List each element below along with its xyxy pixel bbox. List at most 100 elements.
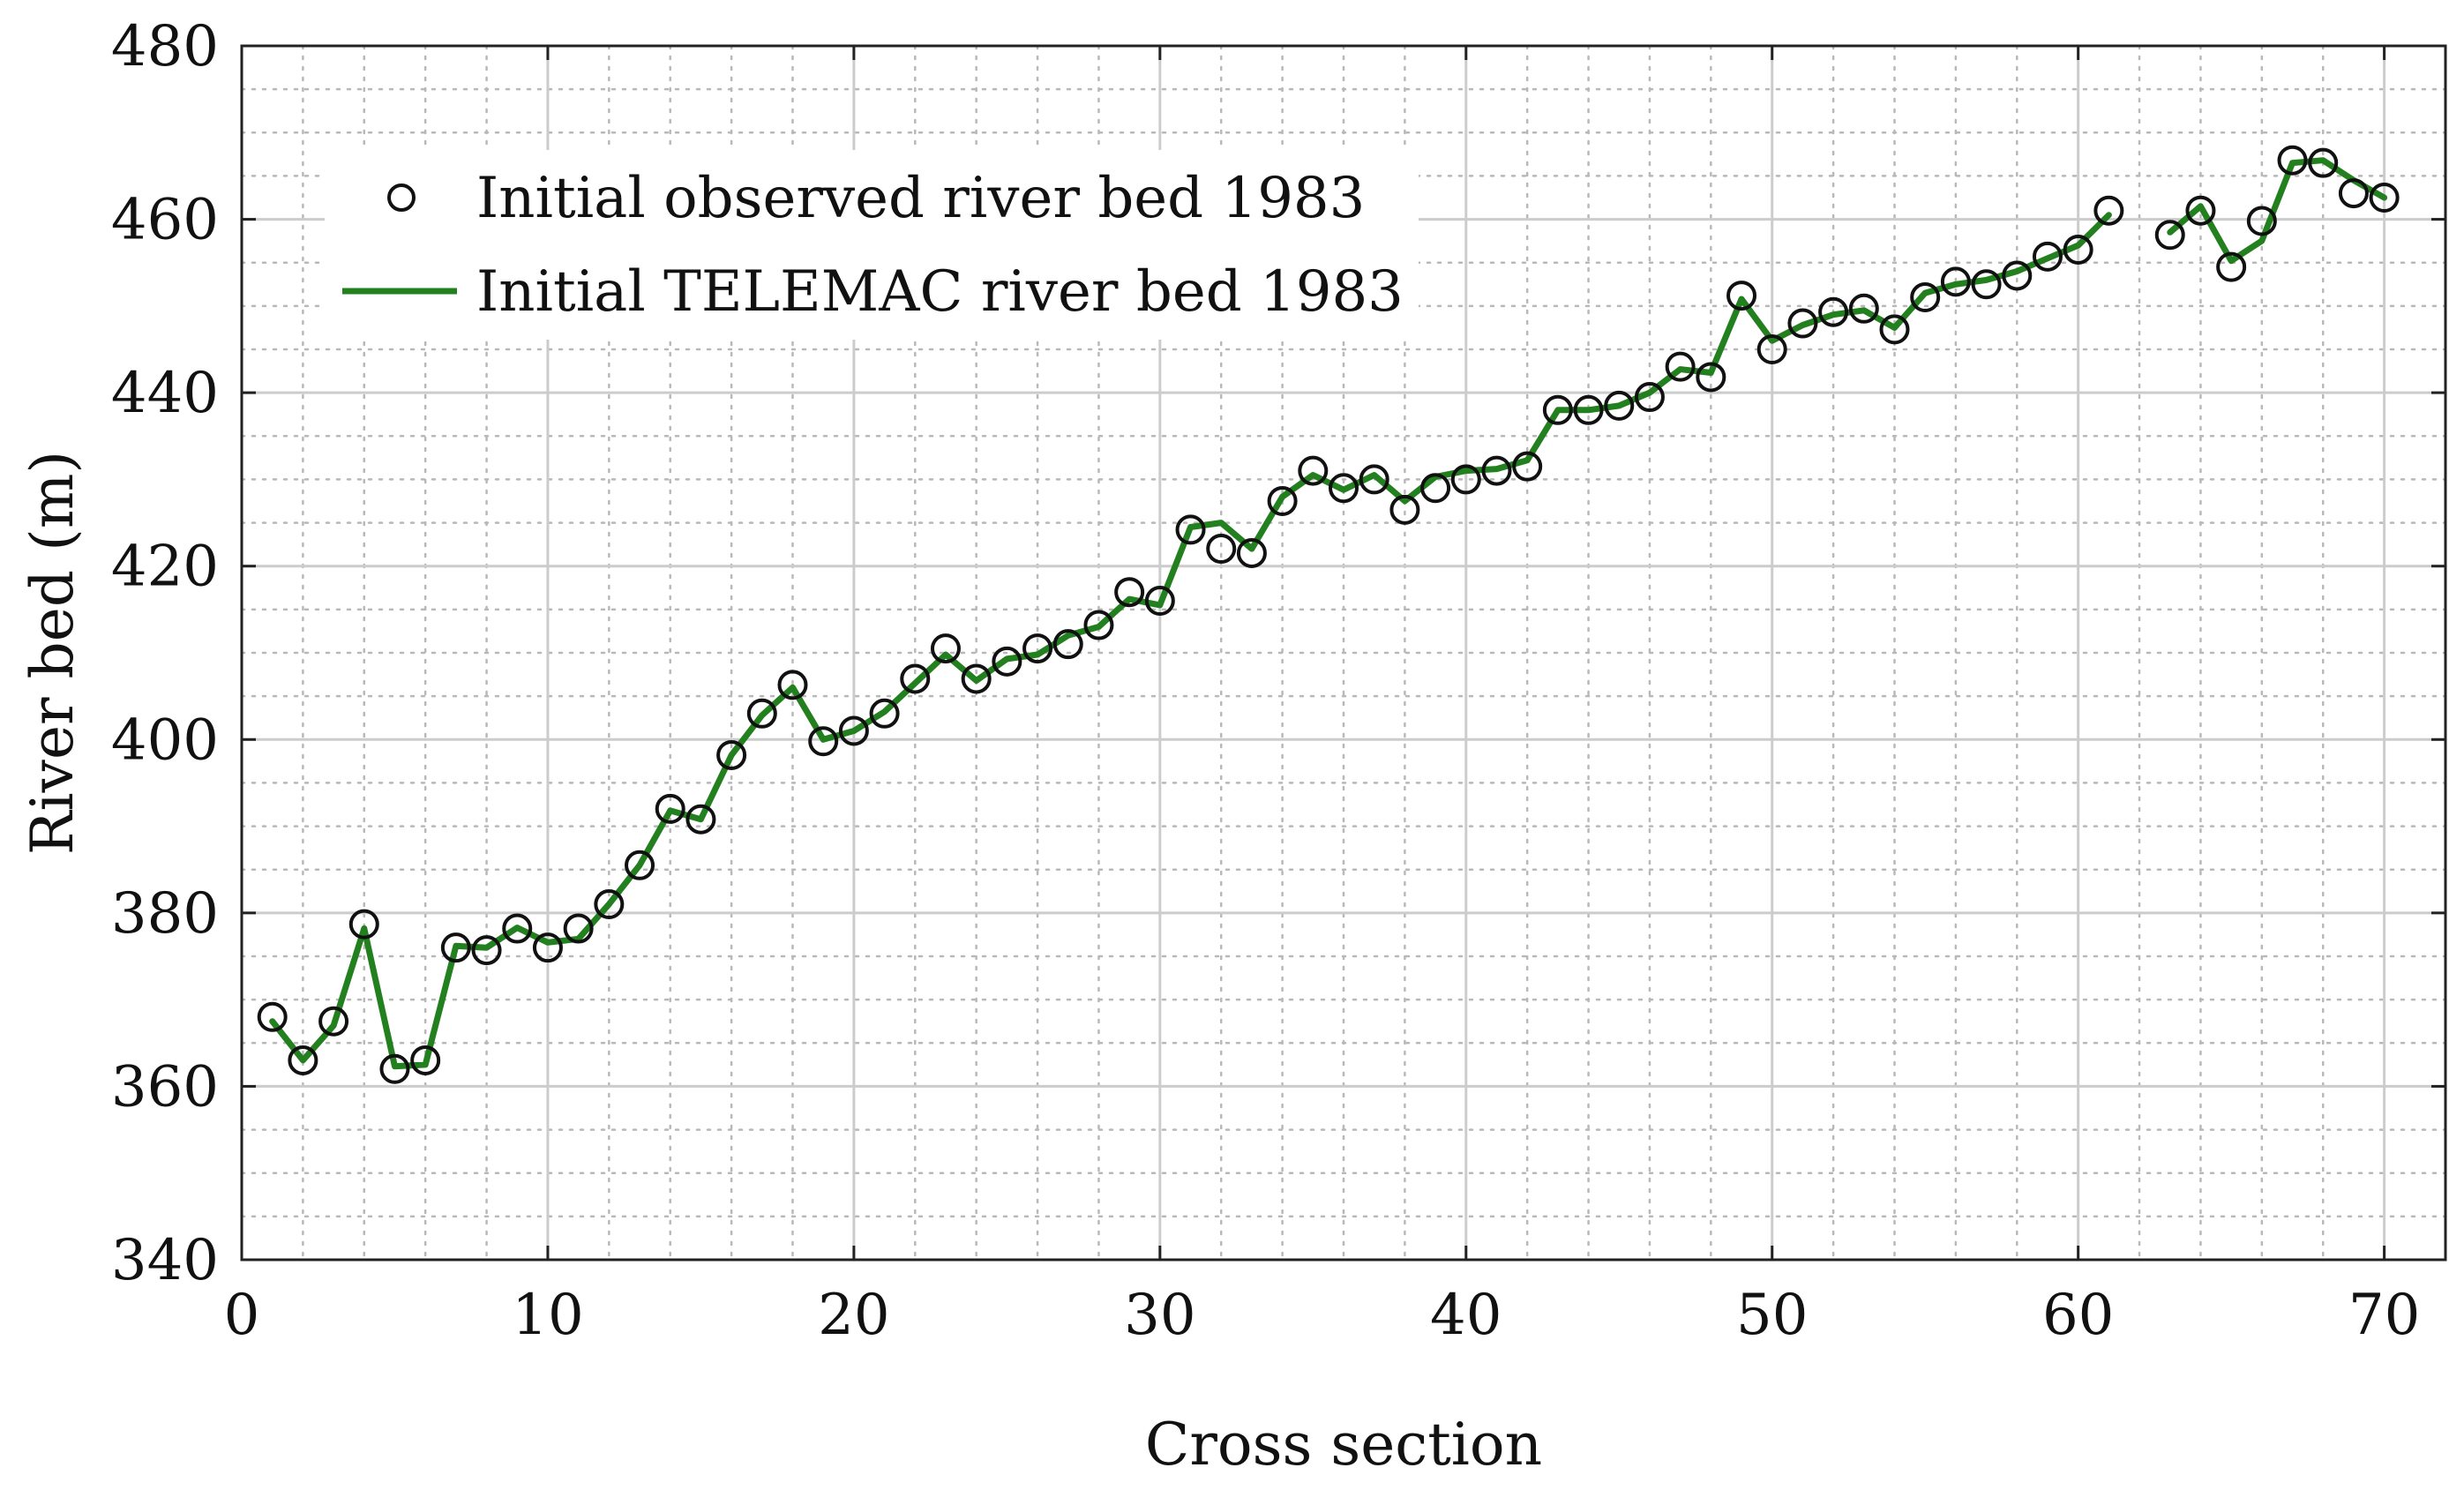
x-tick-label: 30 — [1124, 1283, 1195, 1348]
observed-point — [1542, 394, 1573, 425]
observed-point — [2216, 251, 2247, 282]
observed-point — [348, 909, 379, 940]
observed-point — [1940, 266, 1971, 297]
y-axis-ticks: 340 360 380 400 420 440 460 480 — [111, 14, 2445, 1293]
observed-point — [1971, 269, 2002, 300]
observed-point — [1144, 586, 1175, 617]
observed-point — [2185, 195, 2216, 226]
observed-point — [440, 932, 471, 963]
observed-point — [746, 698, 777, 729]
observed-point — [1420, 473, 1451, 504]
x-tick-label: 60 — [2042, 1283, 2114, 1348]
observed-point — [869, 698, 900, 729]
observed-point — [1818, 296, 1849, 327]
observed-point — [1634, 382, 1665, 413]
legend-observed-marker — [387, 183, 416, 212]
observed-point — [1879, 314, 1910, 345]
observed-point — [2308, 147, 2339, 178]
observed-point — [838, 715, 869, 746]
observed-point — [1726, 281, 1757, 311]
legend-background — [325, 150, 1419, 340]
observed-point — [2246, 206, 2277, 236]
x-tick-label: 40 — [1430, 1283, 1502, 1348]
observed-point — [2277, 145, 2308, 176]
observed-point — [2093, 195, 2124, 226]
observed-point — [2369, 183, 2400, 213]
observed-point — [777, 670, 808, 700]
observed-point — [1267, 486, 1298, 516]
observed-point — [992, 646, 1022, 677]
observed-point — [318, 1006, 349, 1037]
observed-point — [1175, 514, 1206, 545]
observed-point — [808, 726, 839, 757]
x-tick-label: 50 — [1736, 1283, 1808, 1348]
observed-point — [532, 932, 563, 963]
observed-point — [1696, 362, 1726, 393]
observed-point — [2032, 241, 2063, 272]
observed-point — [1114, 577, 1145, 608]
y-tick-label: 380 — [111, 881, 219, 947]
y-tick-label: 460 — [111, 188, 219, 253]
observed-point — [471, 935, 502, 966]
legend-telemac-label: Initial TELEMAC river bed 1983 — [476, 259, 1404, 325]
observed-point — [379, 1053, 410, 1084]
observed-point — [1573, 394, 1604, 425]
observed-point — [1329, 473, 1359, 504]
observed-point — [1022, 633, 1053, 664]
observed-point — [1512, 451, 1543, 482]
observed-point — [685, 804, 716, 835]
observed-point — [2154, 220, 2185, 251]
observed-point — [1052, 629, 1083, 660]
observed-point — [2002, 260, 2033, 291]
axes-frame — [240, 44, 2447, 1262]
observed-point — [1236, 537, 1267, 568]
observed-point — [410, 1044, 441, 1075]
legend-observed-label: Initial observed river bed 1983 — [476, 166, 1365, 231]
y-tick-label: 480 — [111, 14, 219, 79]
observed-point — [1359, 464, 1389, 495]
observed-point — [1481, 455, 1512, 486]
observed-point — [1604, 390, 1635, 421]
observed-point — [1910, 282, 1941, 313]
y-tick-label: 360 — [111, 1054, 219, 1119]
observed-point — [1389, 494, 1420, 525]
x-tick-label: 70 — [2348, 1283, 2420, 1348]
observed-point — [716, 739, 747, 770]
observed-point — [502, 913, 533, 944]
observed-point — [930, 633, 961, 664]
y-tick-label: 440 — [111, 361, 219, 426]
x-tick-label: 20 — [818, 1283, 889, 1348]
observed-point — [2063, 234, 2093, 265]
x-axis-ticks: 0 10 20 30 40 50 60 70 — [224, 46, 2420, 1348]
observed-point — [1450, 464, 1481, 495]
observed-point — [625, 850, 655, 880]
observed-point — [1756, 334, 1787, 364]
observed-point — [655, 793, 685, 824]
telemac-river-bed-line — [2167, 157, 2388, 265]
telemac-river-bed-line — [269, 212, 2112, 1070]
y-tick-label: 400 — [111, 708, 219, 773]
x-tick-label: 0 — [224, 1283, 260, 1348]
observed-point — [1665, 351, 1696, 382]
y-tick-label: 340 — [111, 1228, 219, 1293]
observed-point — [961, 663, 992, 694]
y-tick-label: 420 — [111, 535, 219, 600]
x-tick-label: 10 — [512, 1283, 583, 1348]
series-layer — [257, 145, 2400, 1084]
x-axis-title: Cross section — [1145, 1411, 1542, 1479]
observed-point — [1298, 455, 1329, 486]
observed-point — [1083, 610, 1114, 640]
observed-point — [563, 913, 594, 944]
observed-point — [2338, 178, 2369, 209]
observed-point — [1206, 534, 1237, 565]
observed-point — [288, 1044, 318, 1075]
legend: Initial observed river bed 1983 Initial … — [325, 150, 1419, 340]
observed-point — [257, 1001, 288, 1032]
observed-point — [900, 663, 931, 694]
observed-point — [1787, 308, 1818, 339]
plot-frame — [240, 44, 2447, 1262]
observed-point — [594, 889, 625, 920]
y-axis-title: River bed (m) — [19, 451, 86, 855]
